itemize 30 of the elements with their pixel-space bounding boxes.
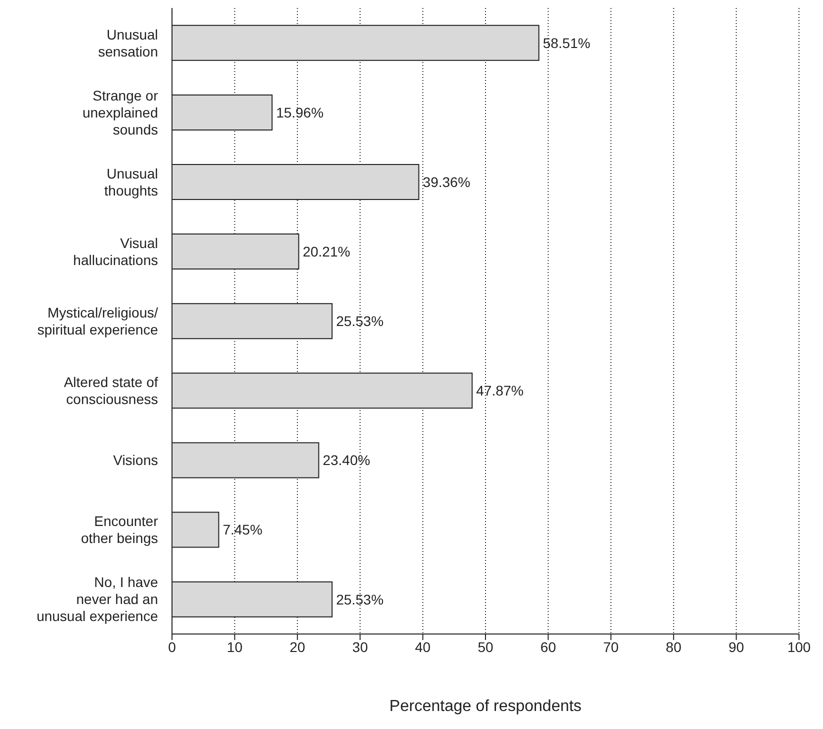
x-tick-label: 20: [290, 638, 306, 655]
x-tick-label: 10: [226, 638, 243, 655]
y-tick-label: Unusual thoughts: [104, 165, 158, 198]
data-label: 47.87%: [476, 382, 524, 399]
y-tick-label: Unusual sensation: [98, 26, 158, 60]
y-tick-label: No, I have never had an unusual experience: [36, 574, 158, 624]
x-tick-label: 30: [352, 638, 368, 655]
y-tick-label: Visual hallucinations: [73, 234, 158, 268]
y-tick-label: Altered state of consciousness: [64, 374, 158, 408]
data-label: 25.53%: [336, 591, 384, 608]
x-tick-label: 70: [603, 638, 619, 655]
x-tick-label: 100: [787, 638, 811, 655]
x-tick-label: 80: [666, 638, 682, 655]
x-tick-label: 90: [728, 638, 744, 655]
y-tick-label: Mystical/religious/ spiritual experience: [37, 304, 158, 338]
data-label: 15.96%: [276, 104, 324, 120]
data-label: 39.36%: [422, 174, 470, 190]
data-label: 25.53%: [336, 313, 384, 330]
data-label: 58.51%: [542, 34, 590, 51]
x-tick-label: 40: [415, 638, 431, 655]
x-tick-label: 50: [478, 638, 494, 655]
y-tick-label: Encounter other beings: [80, 513, 158, 546]
x-axis-title: Percentage of respondents: [389, 698, 582, 715]
y-tick-label: Strange or unexplained sounds: [82, 87, 158, 138]
data-label: 7.45%: [222, 522, 262, 538]
x-tick-label: 60: [540, 638, 556, 655]
x-tick-label: 0: [168, 638, 176, 655]
data-label: 20.21%: [302, 244, 350, 260]
data-label: 23.40%: [322, 452, 370, 468]
y-tick-label: Visions: [113, 452, 158, 468]
